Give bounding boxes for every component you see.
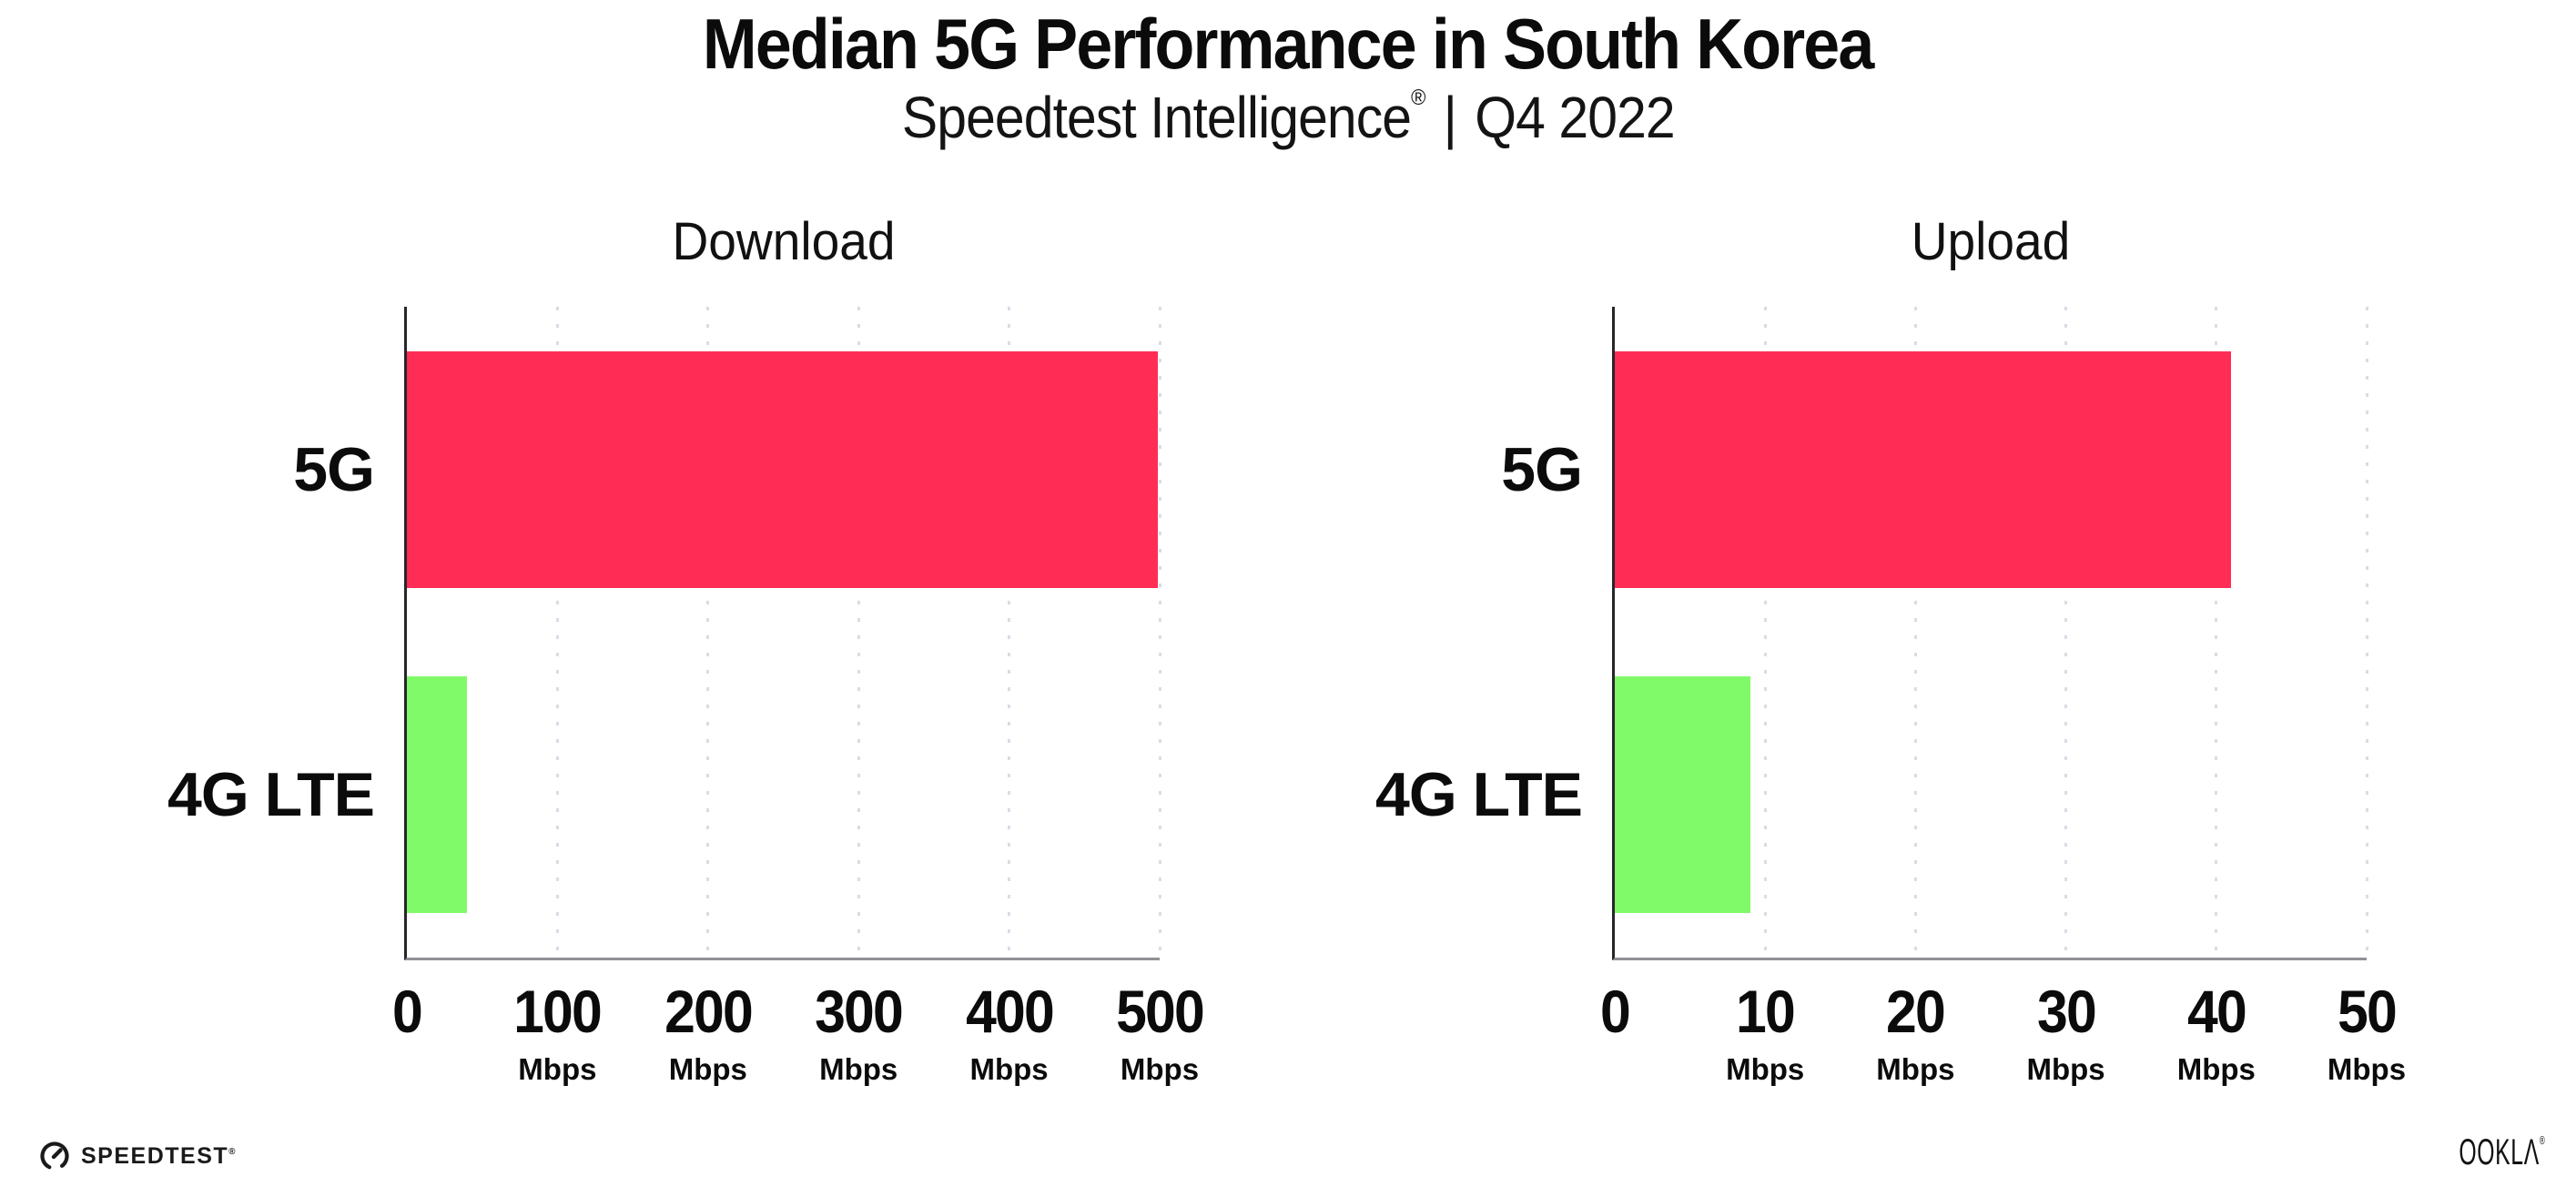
speedtest-wordmark: SPEEDTEST bbox=[81, 1142, 229, 1169]
bar-5g bbox=[1615, 350, 2232, 588]
x-tick-unit-label: Mbps bbox=[2327, 1052, 2407, 1086]
chart-title-upload: Upload bbox=[1911, 212, 2071, 271]
x-tick-label: 300 bbox=[815, 978, 904, 1045]
category-label-5g: 5G bbox=[1501, 434, 1583, 504]
x-tick-unit-label: Mbps bbox=[819, 1052, 898, 1086]
x-tick-unit-label: Mbps bbox=[668, 1052, 747, 1086]
speedtest-logo: SPEEDTEST® bbox=[38, 1140, 236, 1172]
x-tick-label: 100 bbox=[513, 978, 603, 1045]
gridline bbox=[1913, 307, 1917, 958]
gridline bbox=[2064, 307, 2068, 958]
x-tick-label: 40 bbox=[2186, 978, 2247, 1045]
bar-4g-lte bbox=[407, 676, 468, 914]
gridline bbox=[1763, 307, 1767, 958]
bar-5g bbox=[407, 350, 1159, 588]
x-tick-label: 500 bbox=[1116, 978, 1205, 1045]
subtitle-period: Q4 2022 bbox=[1474, 84, 1675, 150]
x-tick-unit-label: Mbps bbox=[1726, 1052, 1805, 1086]
ookla-logo: OOKLΛ® bbox=[2459, 1134, 2545, 1171]
ookla-registered-mark-icon: ® bbox=[2539, 1133, 2545, 1147]
x-tick-label: 0 bbox=[392, 978, 423, 1045]
speedtest-logo-text: SPEEDTEST® bbox=[81, 1142, 236, 1169]
category-label-4g-lte: 4G LTE bbox=[1375, 760, 1583, 830]
upload-chart: Upload 0 10 Mbps 20 Mbps 30 Mbps 40 Mbps 50 Mbps 5G 4… bbox=[1375, 216, 2406, 1085]
subtitle-brand: Speedtest Intelligence bbox=[901, 84, 1412, 150]
x-tick-unit-label: Mbps bbox=[2176, 1052, 2256, 1086]
gridline bbox=[1158, 307, 1161, 958]
category-label-4g-lte: 4G LTE bbox=[167, 760, 375, 830]
x-tick-unit-label: Mbps bbox=[2026, 1052, 2105, 1086]
x-tick-label: 10 bbox=[1736, 978, 1796, 1045]
x-tick-unit-label: Mbps bbox=[1120, 1052, 1200, 1086]
x-tick-label: 200 bbox=[664, 978, 754, 1045]
gridline bbox=[857, 307, 860, 958]
gridline bbox=[1008, 307, 1011, 958]
x-tick-label: 30 bbox=[2036, 978, 2097, 1045]
download-chart: Download 0 100 Mbps 200 Mbps 300 Mbps 400 Mbps 500… bbox=[167, 216, 1205, 1085]
gridline bbox=[555, 307, 559, 958]
x-tick-label: 50 bbox=[2338, 978, 2398, 1045]
chart-title-download: Download bbox=[671, 212, 896, 271]
header: Median 5G Performance in South Korea Spe… bbox=[0, 4, 2576, 150]
page-subtitle: Speedtest Intelligence® | Q4 2022 bbox=[901, 84, 1676, 150]
x-tick-label: 20 bbox=[1886, 978, 1946, 1045]
bar-4g-lte bbox=[1615, 676, 1750, 914]
gridline bbox=[2215, 307, 2218, 958]
gridline bbox=[2365, 307, 2368, 958]
speedtest-gauge-icon bbox=[40, 1141, 69, 1171]
x-tick-label: 0 bbox=[1600, 978, 1631, 1045]
ookla-wordmark: OOKLΛ bbox=[2458, 1132, 2540, 1172]
category-label-5g: 5G bbox=[293, 434, 375, 504]
registered-mark-icon: ® bbox=[1410, 85, 1425, 110]
x-tick-unit-label: Mbps bbox=[518, 1052, 597, 1086]
speedtest-registered-mark-icon: ® bbox=[228, 1146, 236, 1157]
x-tick-label: 400 bbox=[965, 978, 1055, 1045]
subtitle-separator: | bbox=[1443, 84, 1456, 150]
page-title: Median 5G Performance in South Korea bbox=[703, 4, 1874, 84]
gridline bbox=[706, 307, 710, 958]
x-tick-unit-label: Mbps bbox=[1876, 1052, 1955, 1086]
x-tick-unit-label: Mbps bbox=[969, 1052, 1049, 1086]
